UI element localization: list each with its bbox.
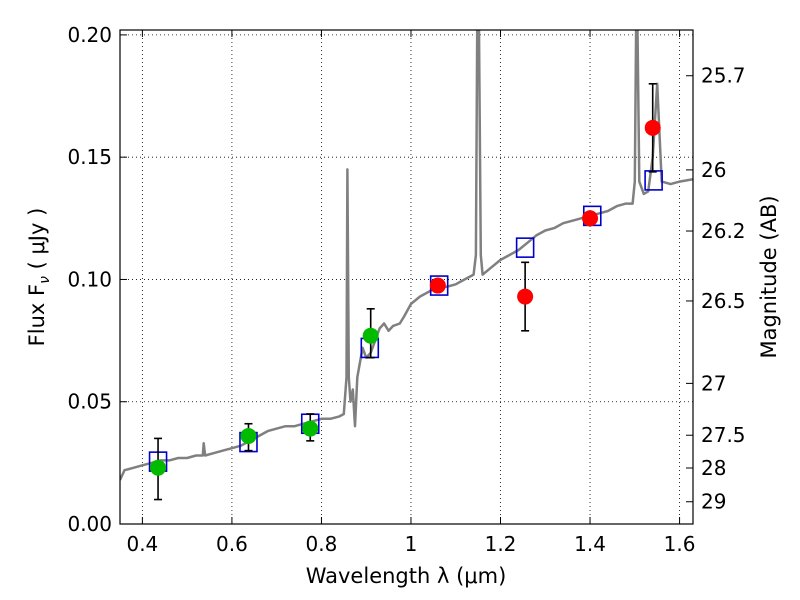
observed-flux-point: [517, 288, 534, 305]
observed-flux-point: [302, 420, 319, 437]
sed-model-line: [120, 30, 693, 481]
y-tick-label: 0.10: [67, 267, 112, 291]
x-tick-label: 0.6: [216, 532, 248, 556]
y2-tick-label: 29: [701, 490, 726, 514]
x-tick-label: 1.6: [664, 532, 696, 556]
y2-tick-label: 26.5: [701, 289, 746, 313]
x-tick-label: 1.4: [574, 532, 606, 556]
y2-tick-label: 26: [701, 158, 726, 182]
y-axis-label-unit: ( μJy ): [25, 208, 49, 276]
y2-tick-label: 27.5: [701, 423, 746, 447]
observed-flux-point: [362, 327, 379, 344]
y2-tick-label: 27: [701, 371, 726, 395]
observed-flux-point: [644, 119, 661, 136]
observed-flux-point: [240, 427, 257, 444]
y-tick-label: 0.05: [67, 390, 112, 414]
y-tick-label: 0.00: [67, 512, 112, 536]
y-tick-label: 0.15: [67, 145, 112, 169]
observed-flux-point: [582, 210, 599, 227]
y2-axis-label: Magnitude (AB): [757, 195, 781, 358]
x-tick-label: 0.4: [126, 532, 158, 556]
y-axis-label: Flux Fν ( μJy ): [25, 208, 53, 347]
plot-area: [120, 30, 693, 501]
y-axis-label-main: Flux F: [25, 284, 49, 346]
y2-tick-label: 26.2: [701, 219, 746, 243]
axis-ticks: 0.4 0.6 0.8 1 1.2 1.4 1.6 0.00 0.05 0.10 0.15 0.20 2…: [67, 23, 745, 556]
plot-frame: [119, 29, 694, 525]
y2-tick-label: 25.7: [701, 64, 746, 88]
observed-flux-point: [150, 459, 167, 476]
model-photometry-square: [644, 170, 663, 191]
x-tick-label: 1: [405, 532, 418, 556]
x-tick-label: 0.8: [306, 532, 338, 556]
y-tick-label: 0.20: [67, 23, 112, 47]
model-photometry-square: [515, 237, 535, 258]
observed-flux-point: [429, 277, 446, 294]
x-tick-label: 1.2: [485, 532, 517, 556]
x-axis-label: Wavelength λ (μm): [306, 564, 507, 588]
y-axis-label-subscript: ν: [37, 276, 53, 284]
y2-tick-label: 28: [701, 456, 726, 480]
